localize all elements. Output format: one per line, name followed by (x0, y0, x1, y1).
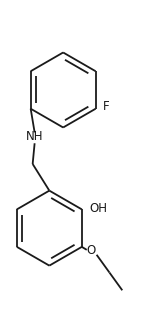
Text: O: O (86, 244, 95, 257)
Text: OH: OH (90, 202, 108, 215)
Text: NH: NH (26, 130, 43, 143)
Text: F: F (103, 100, 109, 113)
